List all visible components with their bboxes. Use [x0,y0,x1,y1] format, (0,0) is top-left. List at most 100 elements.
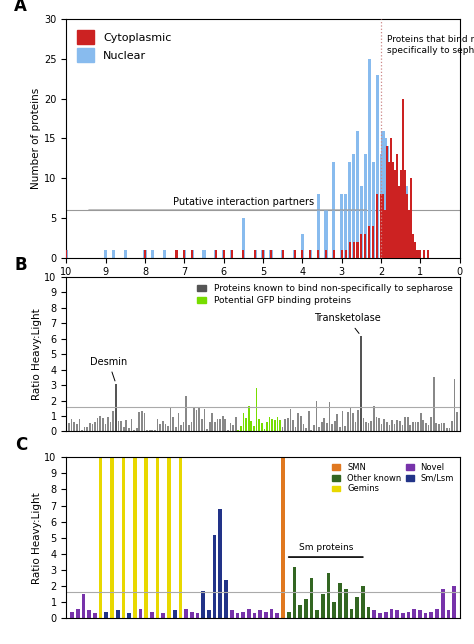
Bar [179,457,182,618]
Bar [219,509,222,618]
Bar [325,250,327,258]
Bar [68,422,70,431]
Bar [337,413,338,431]
Bar [383,138,387,258]
Bar [365,422,367,431]
Bar [380,194,382,258]
Bar [353,242,355,258]
Bar [150,612,154,618]
Bar [355,422,356,431]
Bar [81,430,83,431]
Bar [433,377,435,431]
Bar [292,567,296,618]
Bar [213,535,217,618]
Bar [191,250,194,258]
Bar [321,594,325,618]
Bar [144,250,146,258]
Bar [162,421,164,431]
Bar [394,170,396,258]
Bar [395,611,399,618]
Bar [317,250,319,258]
Bar [372,162,375,258]
Bar [348,162,351,258]
Bar [301,250,303,258]
Bar [385,146,389,258]
Bar [386,422,388,431]
Bar [164,424,166,431]
Bar [230,250,233,258]
Bar [128,428,130,431]
Bar [71,419,73,431]
Bar [73,422,75,431]
Bar [207,611,211,618]
Bar [247,609,251,618]
Bar [387,194,391,258]
Bar [345,250,346,258]
Bar [287,417,289,431]
Bar [328,402,330,431]
Bar [209,422,210,431]
Bar [65,250,67,258]
Bar [404,170,406,258]
Bar [271,419,273,431]
Bar [370,421,372,431]
Bar [422,420,424,431]
Bar [230,250,233,258]
Bar [339,427,341,431]
Bar [190,612,194,618]
Bar [425,423,427,431]
Bar [157,419,158,431]
Bar [360,234,363,258]
Bar [227,430,229,431]
Bar [381,424,383,431]
Bar [344,589,347,618]
Bar [430,417,432,431]
Bar [429,612,433,618]
Bar [398,186,400,258]
Bar [230,423,231,431]
Bar [447,611,450,618]
Bar [196,410,198,431]
Bar [183,250,185,258]
Bar [413,242,416,258]
Bar [397,242,401,258]
Bar [112,411,114,431]
Bar [144,250,146,258]
Bar [327,573,330,618]
Bar [175,427,177,431]
Bar [313,424,315,431]
Bar [240,426,242,431]
Bar [382,131,384,258]
Bar [401,613,405,618]
Bar [331,424,333,431]
Bar [217,419,219,431]
Bar [417,422,419,431]
Bar [399,421,401,431]
Bar [361,586,365,618]
Bar [163,250,166,258]
Bar [250,421,252,431]
Bar [202,250,206,258]
Bar [356,242,358,258]
Bar [270,609,273,618]
Bar [352,155,355,258]
Bar [97,419,99,431]
Bar [375,417,377,431]
Bar [266,422,268,431]
Bar [408,210,410,258]
Bar [438,424,440,431]
Bar [395,250,399,258]
Bar [230,611,234,618]
Bar [365,234,366,258]
Bar [76,609,80,618]
Bar [76,424,78,431]
Bar [373,406,374,431]
Bar [378,613,382,618]
Bar [120,421,122,431]
Bar [400,170,402,258]
Bar [146,430,148,431]
Bar [406,194,408,258]
Bar [324,210,328,258]
Bar [274,420,276,431]
Bar [258,419,260,431]
